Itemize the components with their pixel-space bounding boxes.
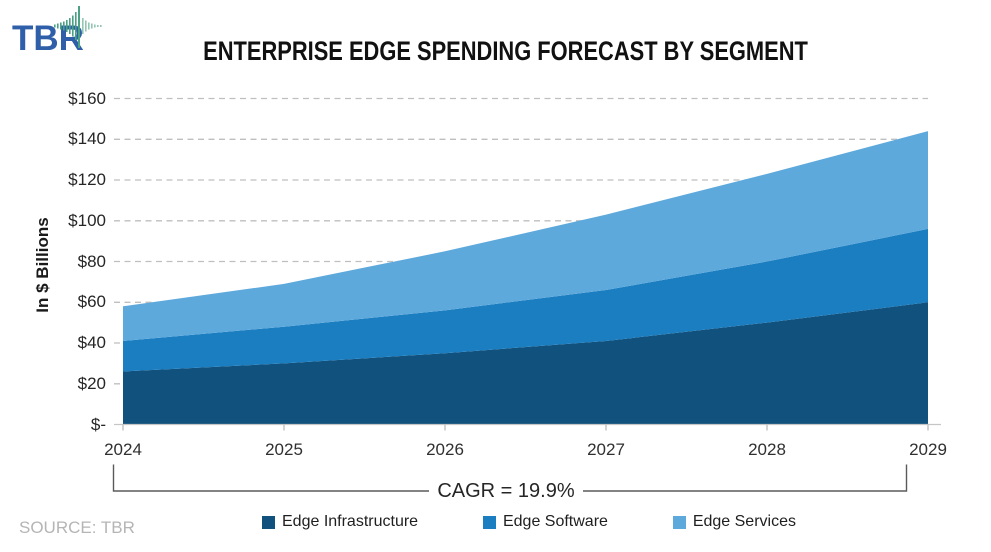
tbr-logo-text: TBR [12, 19, 84, 58]
y-tick-label: $100 [68, 210, 106, 230]
x-tick-label: 2026 [426, 440, 464, 459]
y-tick-label: $120 [68, 170, 106, 189]
y-tick-label: $160 [68, 88, 106, 108]
area-edge-services [123, 131, 928, 341]
legend-label: Edge Infrastructure [282, 513, 419, 530]
legend-item-edge-software: Edge Software [482, 513, 608, 531]
cagr-annotation-label: CAGR = 19.9% [437, 480, 575, 502]
y-tick-label: $80 [77, 251, 106, 271]
y-tick-label: $- [90, 414, 106, 434]
legend: Edge Infrastructure Edge Software Edge Ser… [262, 513, 796, 531]
legend-swatch-icon [482, 515, 496, 529]
legend-swatch-icon [262, 515, 275, 529]
legend-swatch-icon [672, 515, 686, 529]
source-label: SOURCE: TBR [19, 518, 135, 537]
legend-label: Edge Services [692, 513, 796, 530]
x-tick-label: 2029 [909, 440, 947, 459]
tbr-waveform-icon [54, 6, 102, 48]
y-tick-label: $20 [77, 373, 106, 393]
y-tick-label: $140 [68, 129, 106, 149]
y-tick-label: $60 [77, 292, 106, 312]
x-tick-label: 2027 [587, 440, 625, 459]
area-edge-software [123, 228, 928, 372]
x-tick-label: 2024 [104, 440, 142, 459]
y-tick-label: $40 [77, 333, 106, 352]
area-edge-infrastructure [123, 302, 928, 425]
x-tick-label: 2025 [265, 440, 303, 459]
legend-label: Edge Software [502, 513, 608, 530]
chart-title: ENTERPRISE EDGE SPENDING FORECAST BY SEG… [203, 36, 808, 66]
legend-item-edge-services: Edge Services [672, 513, 796, 531]
x-tick-label: 2028 [748, 440, 786, 459]
legend-item-edge-infrastructure: Edge Infrastructure [262, 513, 418, 531]
